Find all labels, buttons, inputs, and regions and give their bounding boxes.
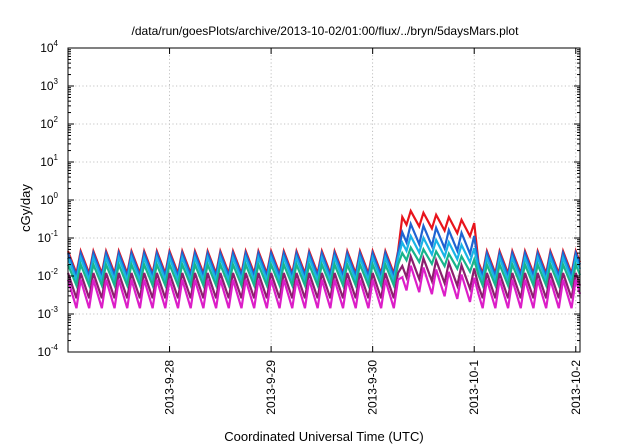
y-tick-label: 10-1 <box>38 229 59 245</box>
x-tick-label: 2013-10-2 <box>569 360 583 415</box>
data-series <box>66 208 582 309</box>
x-axis-label: Coordinated Universal Time (UTC) <box>224 429 423 444</box>
series-line-6 <box>66 265 582 309</box>
x-tick-label: 2013-9-29 <box>264 360 278 415</box>
axis-ticks: 104 103 102 101 100 10-1 10-2 10-3 10-4 2013-9-28… <box>38 39 583 415</box>
chart-title: /data/run/goesPlots/archive/2013-10-02/0… <box>132 24 520 38</box>
x-tick-label: 2013-9-28 <box>163 360 177 415</box>
y-tick-label: 10-2 <box>38 267 59 283</box>
x-tick-label: 2013-9-30 <box>366 360 380 415</box>
y-tick-label: 104 <box>40 39 58 55</box>
y-tick-label: 10-4 <box>38 343 59 359</box>
y-axis-label: cGy/day <box>18 184 33 232</box>
grid-lines <box>68 48 580 352</box>
y-tick-label: 102 <box>40 115 58 131</box>
y-tick-label: 103 <box>40 77 58 93</box>
y-tick-label: 100 <box>40 191 58 207</box>
series-line-5 <box>66 252 582 299</box>
series-line-4 <box>66 244 582 290</box>
series-line-3 <box>66 233 582 285</box>
x-tick-label: 2013-10-1 <box>467 360 481 415</box>
y-tick-label: 101 <box>40 153 58 169</box>
y-tick-label: 10-3 <box>38 305 59 321</box>
